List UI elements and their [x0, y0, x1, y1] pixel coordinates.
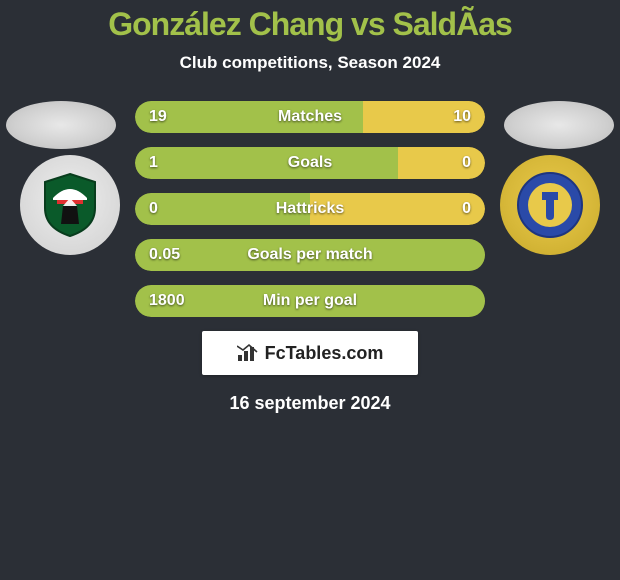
club-crest-left	[20, 155, 120, 255]
stat-row: 00Hattricks	[135, 193, 485, 225]
subtitle: Club competitions, Season 2024	[0, 53, 620, 73]
date-text: 16 september 2024	[229, 393, 390, 413]
bar-chart-icon	[237, 342, 259, 364]
shield-icon	[35, 170, 105, 240]
player-slot-left	[6, 101, 116, 149]
shield-icon	[515, 170, 585, 240]
comparison-content: 1910Matches 10Goals 00Hattricks 0.05Goals p…	[0, 101, 620, 414]
branding-badge: FcTables.com	[202, 331, 418, 375]
stat-label: Hattricks	[135, 193, 485, 225]
branding-text: FcTables.com	[265, 343, 384, 364]
stat-row: 0.05Goals per match	[135, 239, 485, 271]
stat-label: Matches	[135, 101, 485, 133]
comparison-date: 16 september 2024	[0, 393, 620, 414]
stat-label: Goals	[135, 147, 485, 179]
player-slot-right	[504, 101, 614, 149]
title-text: González Chang vs SaldÃ­as	[108, 6, 512, 42]
stat-label: Goals per match	[135, 239, 485, 271]
comparison-title: González Chang vs SaldÃ­as	[0, 0, 620, 43]
stat-row: 1800Min per goal	[135, 285, 485, 317]
subtitle-text: Club competitions, Season 2024	[180, 53, 441, 72]
stat-bars: 1910Matches 10Goals 00Hattricks 0.05Goals p…	[135, 101, 485, 317]
stat-row: 10Goals	[135, 147, 485, 179]
stat-label: Min per goal	[135, 285, 485, 317]
stat-row: 1910Matches	[135, 101, 485, 133]
club-crest-right	[500, 155, 600, 255]
